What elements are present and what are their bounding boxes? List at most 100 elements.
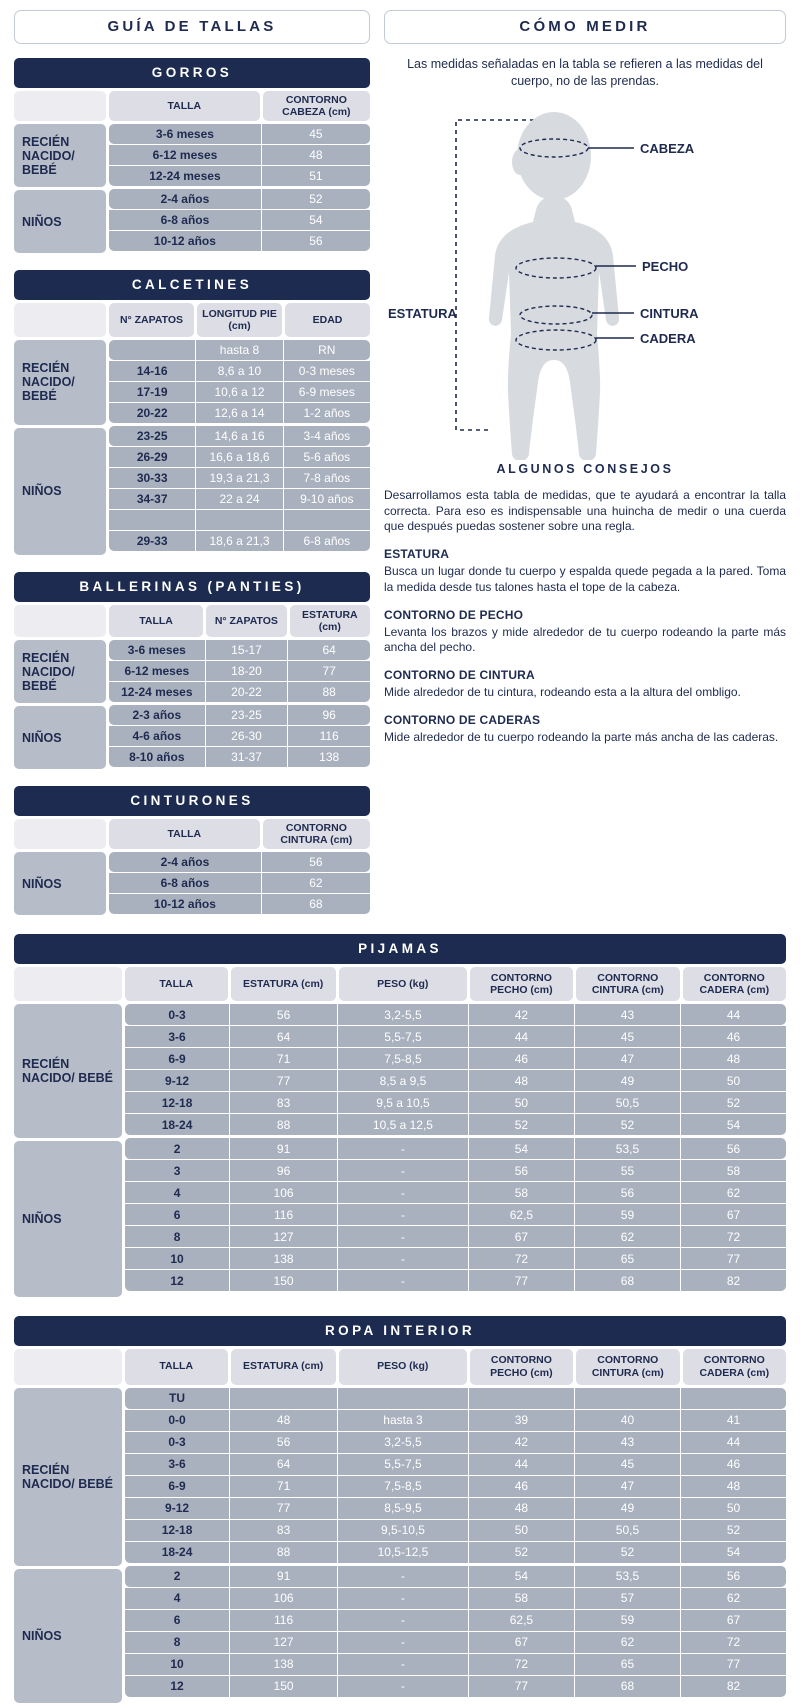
column-header: PESO (kg) xyxy=(338,1348,467,1385)
table-grid-calcetines: RECIÉN NACIDO/ BEBÉ NIÑOS N° ZAPATOS LONGIT… xyxy=(14,303,370,558)
table-row: TU xyxy=(125,1387,786,1409)
table-row: 6 116-62,5 59 67 xyxy=(125,1608,786,1631)
table-row: 20-22 12,6 a 14 1-2 años xyxy=(109,402,370,423)
tip-heading: CONTORNO DE PECHO xyxy=(384,607,524,622)
column-header: CONTORNO CINTURA (cm) xyxy=(262,819,370,849)
table-cell-value: 77 xyxy=(229,1070,337,1091)
table-cell-size: 8 xyxy=(173,1229,181,1244)
table-cell-value: 106 xyxy=(229,1587,337,1609)
table-cell-size: 3-6 meses xyxy=(127,643,186,657)
table-grid-cinturones: NIÑOS TALLA CONTORNO CINTURA (cm) 2-4 años 5… xyxy=(14,819,370,918)
header-row: TALLA CONTORNO CABEZA (cm) xyxy=(109,91,370,121)
header-blank-cell xyxy=(14,303,106,337)
table-cell-value: 48 xyxy=(679,1048,786,1069)
table-cell-value: 7-8 años xyxy=(282,468,370,488)
table-cell-value: 64 xyxy=(229,1453,337,1475)
table-cell-value: 56 xyxy=(679,1138,786,1159)
table-cell-value: 52 xyxy=(679,1519,786,1541)
table-cell-value: 48 xyxy=(679,1475,786,1497)
table-cell-size: 34-37 xyxy=(136,492,168,506)
table-cell-value: 138 xyxy=(287,747,370,767)
table-cell-value: 62 xyxy=(573,1226,680,1247)
table-cell-size: 4-6 años xyxy=(132,729,182,743)
table-cell-value: - xyxy=(337,1248,468,1269)
table-row: 3-6 64 5,5-7,5 44 45 46 xyxy=(125,1025,786,1047)
table-cell-value: 48 xyxy=(467,1497,574,1519)
group-label-column: RECIÉN NACIDO/ BEBÉ NIÑOS xyxy=(14,303,106,558)
header-blank-cell xyxy=(14,1348,122,1385)
table-body-column: TALLA CONTORNO CABEZA (cm) 3-6 meses 45 6-12… xyxy=(109,91,370,256)
table-row: 12-24 meses 20-22 88 xyxy=(109,681,370,702)
table-cell-value: 52 xyxy=(467,1541,574,1563)
table-row: 6-8 años 54 xyxy=(109,209,370,230)
table-cell-value: 10,6 a 12 xyxy=(195,382,282,402)
table-cell-value: 72 xyxy=(467,1248,574,1269)
table-row: 23-25 14,6 a 16 3-4 años xyxy=(109,426,370,446)
table-cell-size: 2-3 años xyxy=(132,708,182,722)
column-header: CONTORNO CINTURA (cm) xyxy=(576,1348,680,1385)
table-cell-size: 10 xyxy=(170,1251,184,1266)
table-cell-value: 46 xyxy=(467,1048,574,1069)
column-header: PESO (kg) xyxy=(338,967,467,1001)
table-cell-value: 31-37 xyxy=(204,747,288,767)
measurement-intro-text: Las medidas señaladas en la tabla se ref… xyxy=(407,57,763,88)
row-group-label: RECIÉN NACIDO/ BEBÉ xyxy=(14,1004,122,1138)
table-cell-value: 64 xyxy=(229,1026,337,1047)
table-cell-value: - xyxy=(337,1675,468,1697)
table-cell-value: 83 xyxy=(229,1519,337,1541)
table-grid-gorros: RECIÉN NACIDO/ BEBÉ NIÑOS TALLA CONTORNO CA… xyxy=(14,91,370,256)
table-cell-size: 2 xyxy=(173,1141,181,1156)
table-grid-ropa_interior: RECIÉN NACIDO/ BEBÉ NIÑOS TALLA ESTATURA (c… xyxy=(14,1348,786,1706)
table-row: 12-24 meses 51 xyxy=(109,165,370,186)
table-cell-value: - xyxy=(337,1160,468,1181)
table-cell-value: 10,5 a 12,5 xyxy=(337,1114,468,1135)
table-cell-size: 18-24 xyxy=(161,1117,193,1132)
table-cell-size: 9-12 xyxy=(165,1501,190,1515)
table-cell-size: 12-18 xyxy=(161,1523,193,1537)
table-cell-size: 10 xyxy=(170,1657,184,1671)
table-cell-value: 82 xyxy=(679,1675,786,1697)
table-cell-value: hasta 3 xyxy=(337,1409,468,1431)
table-cell-value: 3,2-5,5 xyxy=(337,1431,468,1453)
table-cell-value: 138 xyxy=(229,1653,337,1675)
table-cell-value: 67 xyxy=(467,1631,574,1653)
table-cell-value: 26-30 xyxy=(204,726,288,746)
table-cell-value: 44 xyxy=(679,1004,786,1025)
table-cell-value: 67 xyxy=(679,1609,786,1631)
table-cell-value: 116 xyxy=(287,726,370,746)
table-cell-size: 4 xyxy=(173,1185,181,1200)
silhouette-shape xyxy=(488,111,620,461)
table-banner-pijamas: PIJAMAS xyxy=(14,934,786,964)
row-group: 3-6 meses 15-17 64 6-12 meses 18-20 77 12-24 m… xyxy=(109,640,370,702)
table-cell-value: 50,5 xyxy=(573,1519,680,1541)
table-cell-size: 12-24 meses xyxy=(121,685,193,699)
table-cell-value: 6-8 años xyxy=(282,531,370,551)
page-title-como-medir: CÓMO MEDIR xyxy=(384,10,786,44)
tips-section-title: ALGUNOS CONSEJOS xyxy=(496,461,674,476)
table-cell-value: 58 xyxy=(467,1182,574,1203)
row-group: 2-4 años 52 6-8 años 54 10-12 años 56 xyxy=(109,189,370,251)
table-row: 8-10 años 31-37 138 xyxy=(109,746,370,767)
table-row: 10 138-72 65 77 xyxy=(125,1652,786,1675)
tip-text: Levanta los brazos y mide alrededor de t… xyxy=(384,624,786,655)
table-cell-value: 77 xyxy=(679,1653,786,1675)
row-group-label: NIÑOS xyxy=(14,852,106,915)
table-cell-value: 62 xyxy=(260,873,370,893)
table-cell-size: 3-6 meses xyxy=(155,127,214,141)
table-cell-size: 0-3 xyxy=(168,1435,186,1449)
table-cell-value: 12,6 a 14 xyxy=(195,403,282,423)
tip-heading: CONTORNO DE CADERAS xyxy=(384,712,541,727)
table-banner-ropa_interior: ROPA INTERIOR xyxy=(14,1315,786,1346)
table-cell-value: 67 xyxy=(467,1226,574,1247)
table-cell-value: 50 xyxy=(679,1070,786,1091)
table-cell-size: 6 xyxy=(173,1613,181,1627)
table-cell-value: - xyxy=(337,1565,468,1587)
table-cell-value: 59 xyxy=(573,1204,680,1225)
table-cell-value: 65 xyxy=(573,1248,680,1269)
column-header: CONTORNO CABEZA (cm) xyxy=(262,91,370,121)
table-cell-value: 52 xyxy=(573,1541,680,1563)
table-cell-size: 18-24 xyxy=(161,1545,193,1559)
table-row: 0-3 56 3,2-5,5 42 43 44 xyxy=(125,1430,786,1453)
table-cell-value: 68 xyxy=(573,1270,680,1291)
table-cell-value: - xyxy=(337,1204,468,1225)
